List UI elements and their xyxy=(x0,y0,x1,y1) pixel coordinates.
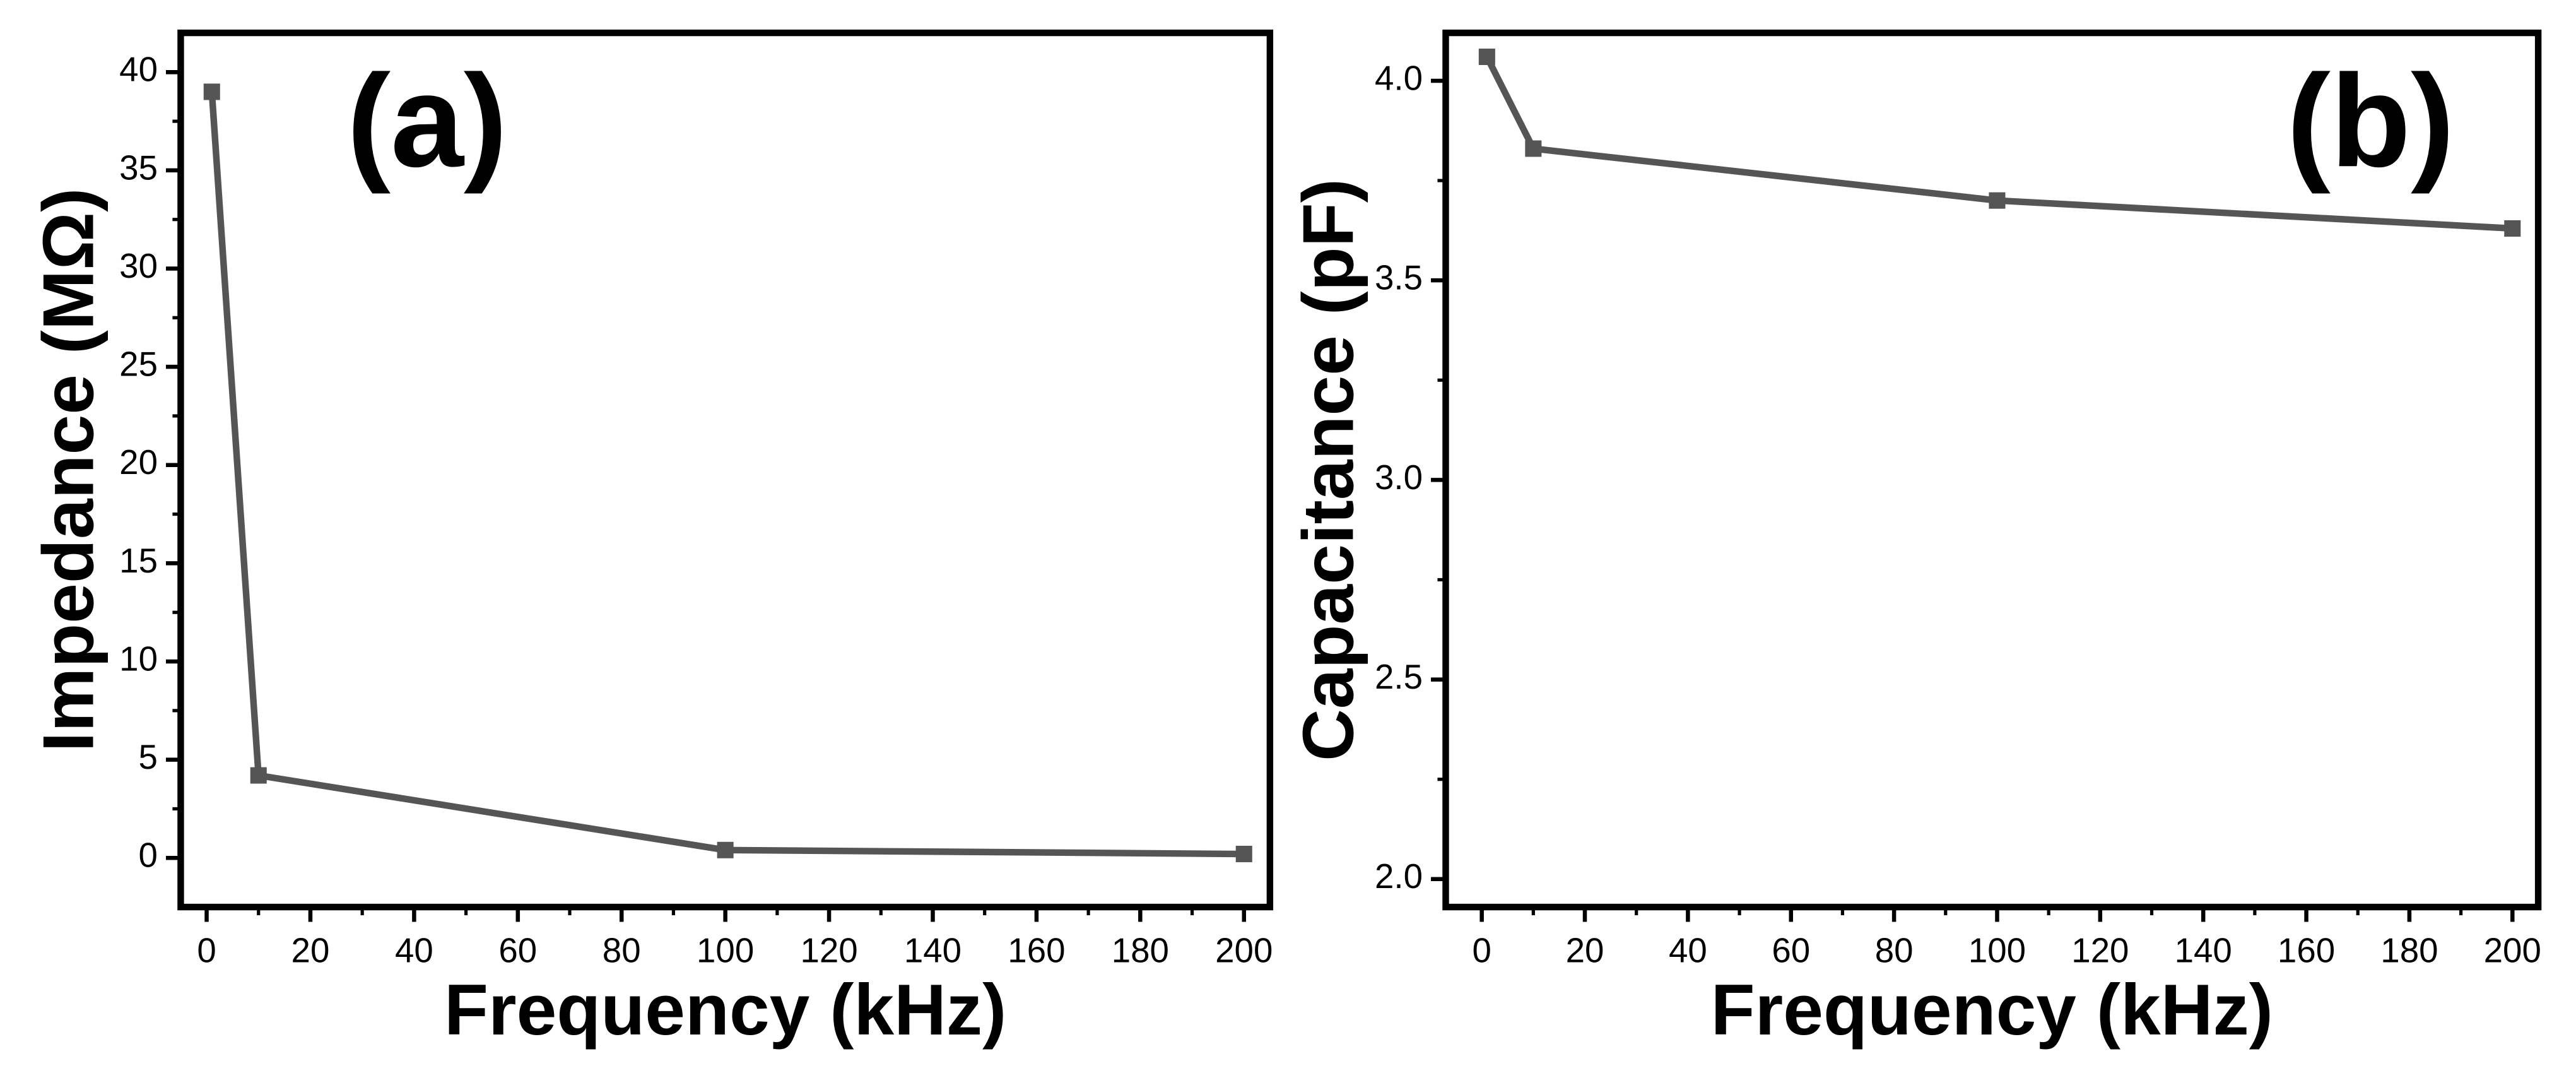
y-tick-label: 2.5 xyxy=(1375,658,1423,696)
x-tick-label: 180 xyxy=(2380,931,2438,969)
y-tick-label: 10 xyxy=(119,639,158,678)
x-tick-label: 0 xyxy=(1472,931,1491,969)
x-tick-label: 160 xyxy=(2278,931,2335,969)
x-tick-label: 100 xyxy=(1968,931,2026,969)
x-tick-label: 60 xyxy=(1772,931,1810,969)
y-tick-label: 2.0 xyxy=(1375,857,1423,896)
x-axis-title: Frequency (kHz) xyxy=(1711,969,2273,1050)
y-tick-label: 3.0 xyxy=(1375,458,1423,497)
data-line xyxy=(1484,55,2513,232)
data-line xyxy=(208,92,1244,858)
data-point xyxy=(1525,140,1542,157)
data-point xyxy=(1478,48,1495,66)
x-axis-title: Frequency (kHz) xyxy=(444,969,1006,1050)
x-tick-label: 200 xyxy=(2484,931,2541,969)
x-tick-label: 100 xyxy=(697,931,754,969)
y-tick-label: 4.0 xyxy=(1375,59,1423,97)
x-tick-label: 140 xyxy=(2175,931,2232,969)
x-tick-label: 160 xyxy=(1008,931,1065,969)
y-tick-label: 20 xyxy=(119,443,158,482)
plot-frame xyxy=(1442,29,2542,911)
y-tick-label: 30 xyxy=(119,247,158,285)
data-point xyxy=(1989,192,2006,209)
y-tick-label: 40 xyxy=(119,50,158,89)
x-tick-label: 40 xyxy=(395,931,433,969)
x-tick-label: 140 xyxy=(904,931,962,969)
x-tick-label: 180 xyxy=(1112,931,1169,969)
panel-label: (a) xyxy=(347,47,508,194)
y-tick-label: 35 xyxy=(119,148,158,187)
y-tick-label: 5 xyxy=(139,738,158,776)
x-tick-label: 120 xyxy=(2071,931,2129,969)
x-tick-label: 0 xyxy=(197,931,216,969)
data-point xyxy=(1235,846,1252,863)
x-tick-label: 20 xyxy=(1566,931,1604,969)
data-point xyxy=(250,767,267,784)
x-tick-label: 200 xyxy=(1215,931,1273,969)
x-tick-label: 40 xyxy=(1669,931,1707,969)
y-axis-title: Impedance (MΩ) xyxy=(28,188,109,752)
x-tick-label: 80 xyxy=(603,931,641,969)
x-tick-label: 80 xyxy=(1875,931,1914,969)
panel-label: (b) xyxy=(2287,47,2455,194)
x-tick-label: 120 xyxy=(800,931,857,969)
data-point xyxy=(2504,220,2521,237)
y-tick-label: 0 xyxy=(139,836,158,875)
data-point xyxy=(203,83,220,100)
y-tick-label: 3.5 xyxy=(1375,259,1423,297)
y-tick-label: 15 xyxy=(119,542,158,580)
plot-frame xyxy=(177,29,1274,911)
x-tick-label: 60 xyxy=(498,931,537,969)
x-tick-label: 20 xyxy=(291,931,330,969)
y-axis-title: Capacitance (pF) xyxy=(1288,179,1369,761)
y-tick-label: 25 xyxy=(119,345,158,384)
data-point xyxy=(717,841,734,858)
